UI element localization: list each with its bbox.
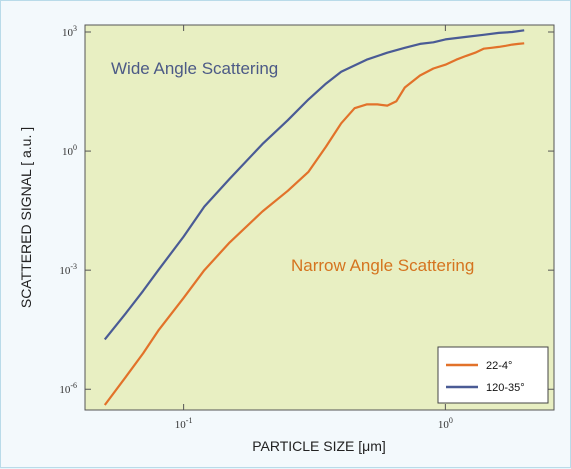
y-tick-label: 10-3 (59, 262, 77, 277)
x-tick-label: 10-1 (175, 416, 193, 431)
legend-label-22-4: 22-4° (486, 360, 512, 372)
y-tick-label: 103 (62, 24, 77, 39)
series-line-wide-120-35 (103, 29, 525, 341)
narrow-angle-annotation: Narrow Angle Scattering (291, 256, 474, 275)
ticks-layer: 10-1 100 103 100 10-3 10-6 (59, 24, 554, 431)
legend-box (437, 346, 549, 404)
wide-angle-annotation: Wide Angle Scattering (111, 59, 278, 78)
x-tick-label: 100 (438, 416, 453, 431)
legend-label-120-35: 120-35° (486, 382, 525, 394)
series-layer (103, 29, 525, 406)
y-tick-label: 100 (62, 143, 77, 158)
series-line-narrow-22-4 (103, 42, 525, 406)
x-axis-label: PARTICLE SIZE [μm] (252, 438, 386, 454)
y-axis-label: SCATTERED SIGNAL [ a.u. ] (18, 127, 34, 308)
legend: 22-4° 120-35° (437, 346, 549, 404)
y-tick-label: 10-6 (59, 381, 77, 396)
